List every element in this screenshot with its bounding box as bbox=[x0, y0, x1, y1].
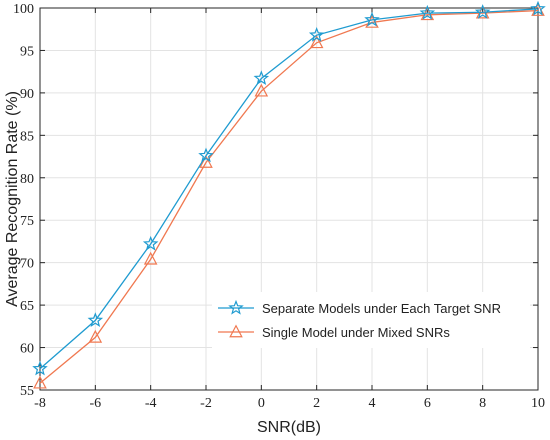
x-tick-label: -4 bbox=[145, 396, 157, 411]
y-tick-label: 100 bbox=[13, 2, 34, 17]
x-tick-label: -2 bbox=[200, 396, 212, 411]
legend-box bbox=[212, 292, 530, 348]
x-tick-label: 8 bbox=[479, 396, 486, 411]
data-point-1 bbox=[87, 312, 104, 327]
y-axis-label: Average Recognition Rate (%) bbox=[4, 91, 21, 307]
legend-marker-2 bbox=[229, 324, 243, 338]
data-point-2 bbox=[199, 154, 213, 168]
y-tick-label: 95 bbox=[20, 44, 34, 59]
x-axis-label: SNR(dB) bbox=[257, 419, 321, 436]
data-point-1 bbox=[142, 235, 159, 251]
series-line-1 bbox=[39, 8, 539, 370]
series-1 bbox=[32, 0, 546, 376]
y-tick-label: 90 bbox=[20, 87, 34, 102]
series-group bbox=[32, 0, 546, 389]
x-tick-label: 4 bbox=[369, 396, 376, 411]
data-point-1 bbox=[364, 11, 380, 27]
data-point-2 bbox=[143, 251, 158, 265]
data-point-1 bbox=[32, 360, 48, 376]
plot-frame bbox=[39, 7, 539, 391]
data-point-1 bbox=[253, 70, 270, 86]
y-tick-label: 75 bbox=[20, 214, 34, 229]
legend: Separate Models under Each Target SNR Sin… bbox=[212, 292, 530, 348]
series-line-2 bbox=[39, 9, 539, 384]
y-tick-label: 60 bbox=[20, 342, 34, 357]
data-point-1 bbox=[474, 4, 491, 19]
y-tick-label: 70 bbox=[20, 257, 34, 272]
data-point-2 bbox=[88, 329, 103, 343]
x-tick-label: 6 bbox=[424, 396, 431, 411]
legend-label-1: Separate Models under Each Target SNR bbox=[262, 301, 501, 316]
y-tick-label: 85 bbox=[20, 129, 34, 144]
x-tick-label: -6 bbox=[89, 396, 101, 411]
x-tick-label: 0 bbox=[258, 396, 265, 411]
x-tick-label: -8 bbox=[34, 396, 46, 411]
x-tick-label: 2 bbox=[313, 396, 320, 411]
legend-marker-1 bbox=[228, 299, 244, 315]
x-tick-label: 10 bbox=[531, 396, 545, 411]
y-tick-label: 55 bbox=[20, 384, 34, 399]
data-point-2 bbox=[309, 35, 324, 49]
data-point-1 bbox=[198, 147, 214, 163]
data-point-1 bbox=[530, 0, 546, 16]
y-tick-label: 65 bbox=[20, 299, 34, 314]
data-point-2 bbox=[254, 83, 269, 97]
y-tick-label: 80 bbox=[20, 172, 34, 187]
axes: -8 -6 -4 -2 0 2 4 6 8 10 55 60 65 70 75 80 85 90 95 100 bbox=[13, 2, 545, 411]
data-point-2 bbox=[33, 375, 47, 389]
data-point-1 bbox=[308, 27, 325, 42]
data-point-1 bbox=[419, 4, 436, 20]
legend-label-2: Single Model under Mixed SNRs bbox=[262, 325, 450, 340]
